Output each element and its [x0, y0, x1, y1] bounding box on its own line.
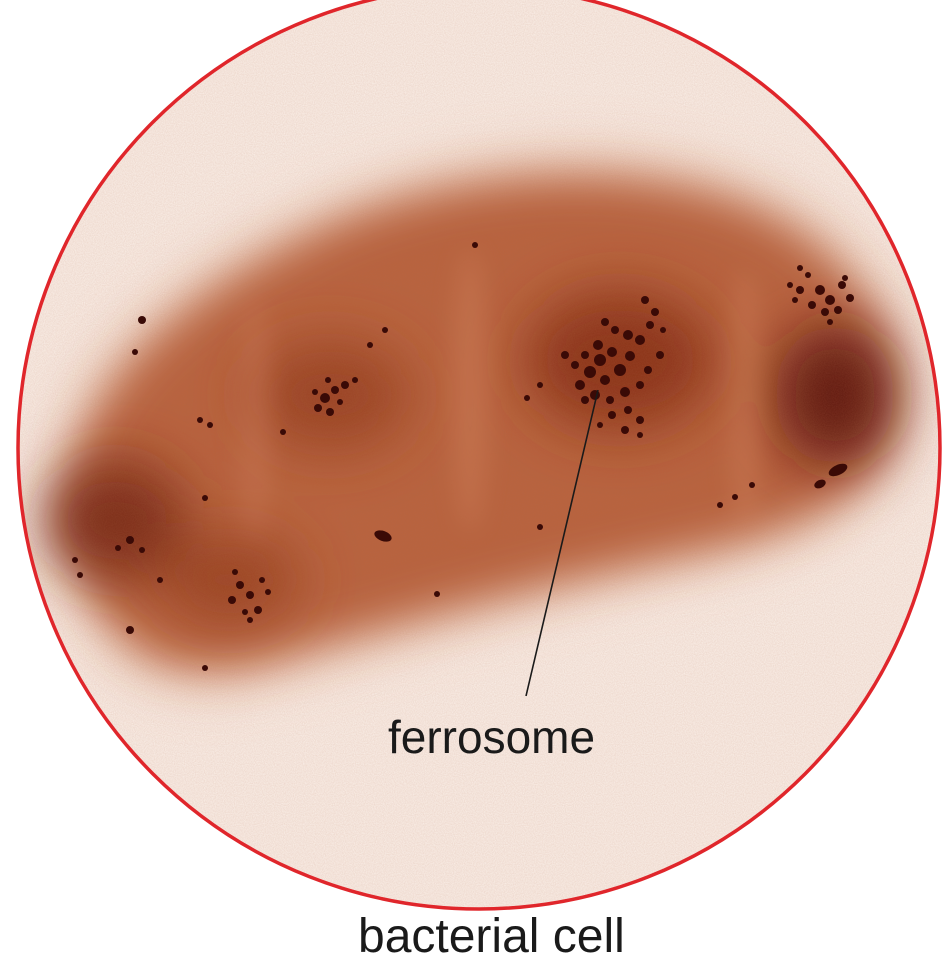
ferrosome-leader-line — [525, 389, 599, 697]
frame-border — [16, 0, 942, 911]
ferrosome-label: ferrosome — [388, 711, 596, 763]
bacterial-cell-caption: bacterial cell — [358, 910, 625, 963]
ferrosome-particles — [72, 242, 854, 671]
